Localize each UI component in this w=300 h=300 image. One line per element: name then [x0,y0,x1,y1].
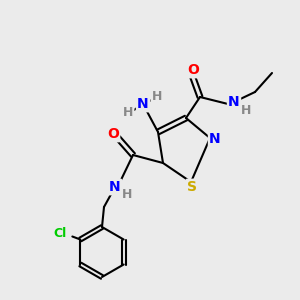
Text: N: N [209,132,221,146]
Text: O: O [107,127,119,141]
Text: H: H [241,103,251,116]
Text: O: O [187,63,199,77]
Text: Cl: Cl [54,227,67,240]
Text: H: H [123,106,133,119]
Text: S: S [187,180,197,194]
Text: H: H [122,188,132,202]
Text: N: N [228,95,240,109]
Text: H: H [152,91,162,103]
Text: N: N [109,180,121,194]
Text: N: N [137,97,149,111]
